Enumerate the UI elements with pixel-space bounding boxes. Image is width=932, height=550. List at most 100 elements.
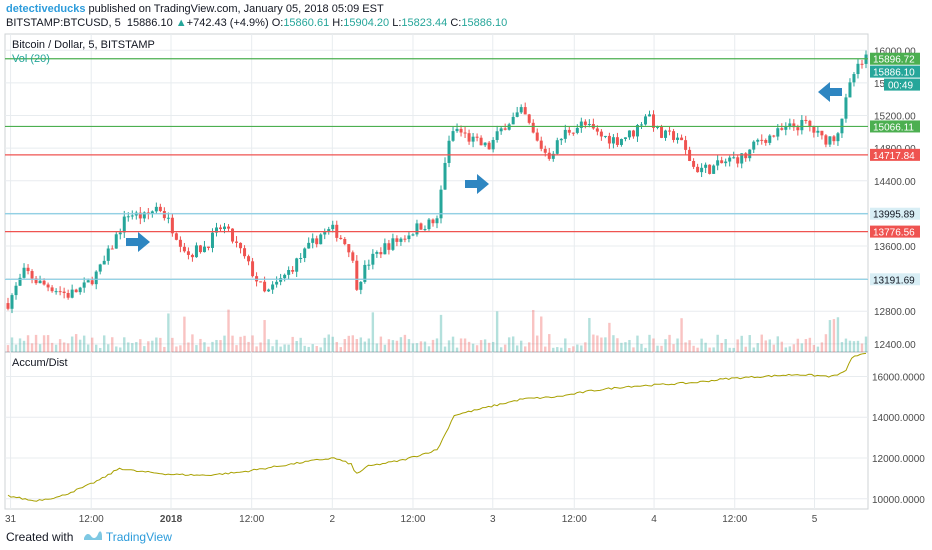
- volume-bar: [864, 336, 868, 352]
- volume-bar: [580, 345, 583, 352]
- price-axis-tick-label: 15200.00: [874, 112, 916, 123]
- volume-bar: [808, 337, 812, 352]
- volume-bar: [828, 320, 832, 352]
- candle-body: [210, 232, 214, 248]
- candle-body: [359, 281, 363, 290]
- candle-body: [363, 264, 367, 282]
- countdown-label: 00:49: [888, 81, 913, 92]
- volume-bar: [624, 342, 627, 352]
- volume-bar: [528, 342, 531, 352]
- time-axis-tick-label: 12:00: [79, 514, 104, 525]
- volume-bar: [776, 336, 779, 352]
- volume-bar: [784, 347, 788, 352]
- volume-bar: [475, 345, 479, 352]
- volume-bar: [399, 337, 403, 352]
- volume-bar: [796, 338, 800, 352]
- volume-bar: [347, 335, 350, 352]
- volume-bar: [423, 341, 427, 352]
- candle-body: [98, 264, 102, 272]
- candle-body: [752, 141, 756, 150]
- volume-bar: [560, 347, 563, 352]
- volume-bar: [34, 334, 38, 352]
- volume-bar: [724, 339, 727, 352]
- candle-body: [744, 153, 748, 159]
- candle-body: [567, 129, 571, 133]
- volume-bar: [564, 338, 567, 352]
- candle-body: [30, 271, 34, 279]
- candle-body: [619, 138, 623, 145]
- candle-body: [736, 157, 740, 164]
- candle-body: [218, 227, 222, 230]
- level-price-tag: [870, 148, 920, 161]
- volume-bar: [832, 319, 836, 352]
- candle-body: [792, 123, 796, 128]
- candle-body: [551, 153, 555, 159]
- candle-body: [323, 231, 327, 235]
- volume-bar: [207, 346, 210, 352]
- candle-body: [575, 127, 579, 133]
- volume-bar: [18, 338, 22, 352]
- candle-body: [635, 125, 639, 137]
- candle-body: [279, 278, 283, 282]
- candle-body: [130, 215, 134, 217]
- ad-axis-tick-label: 12000.0000: [872, 454, 925, 465]
- volume-bar: [628, 339, 631, 352]
- candle-body: [643, 116, 647, 125]
- volume-bar: [848, 340, 852, 352]
- volume-bar: [219, 340, 222, 352]
- volume-bar: [411, 343, 415, 352]
- volume-bar: [267, 339, 270, 352]
- level-price-label: 13191.69: [873, 275, 915, 286]
- candle-body: [511, 116, 515, 125]
- candle-body: [563, 129, 567, 139]
- volume-bar: [231, 335, 234, 352]
- candle-body: [66, 292, 70, 298]
- candle-body: [319, 234, 323, 245]
- candle-body: [788, 123, 792, 127]
- candle-body: [214, 227, 218, 233]
- symbol-label: BITSTAMP:BTCUSD, 5: [6, 17, 121, 29]
- candle-body: [423, 229, 427, 231]
- volume-bar: [744, 346, 747, 352]
- volume-bar: [764, 340, 767, 352]
- candle-body: [523, 107, 527, 115]
- volume-bar: [419, 341, 423, 352]
- tradingview-brand[interactable]: TradingView: [105, 530, 172, 544]
- candle-body: [70, 289, 74, 298]
- volume-bar: [820, 342, 824, 352]
- volume-bar: [824, 334, 828, 352]
- volume-bar: [463, 338, 467, 352]
- candle-body: [106, 248, 110, 261]
- candle-body: [808, 120, 812, 127]
- volume-bar: [351, 335, 355, 352]
- candle-body: [764, 139, 768, 143]
- candle-body: [118, 232, 122, 235]
- volume-bar: [471, 343, 475, 352]
- volume-bar: [660, 345, 663, 352]
- candle-body: [539, 140, 543, 149]
- volume-bar: [22, 340, 26, 352]
- volume-bar: [82, 335, 86, 352]
- candle-body: [471, 136, 475, 142]
- volume-bar: [443, 346, 447, 352]
- volume-bar: [99, 347, 102, 352]
- volume-bar: [644, 347, 647, 352]
- candle-body: [387, 243, 391, 250]
- volume-bar: [363, 341, 367, 352]
- volume-bar: [700, 338, 703, 352]
- volume-bar: [455, 347, 459, 352]
- candle-body: [475, 136, 479, 138]
- time-axis-tick-label: 3: [490, 514, 496, 525]
- candle-body: [848, 82, 852, 98]
- volume-bar: [335, 341, 338, 352]
- candle-body: [772, 135, 776, 137]
- volume-bar: [712, 347, 715, 352]
- candle-body: [223, 226, 227, 230]
- volume-bar: [608, 322, 611, 352]
- candle-body: [158, 206, 162, 212]
- high-value: 15904.20: [343, 17, 390, 29]
- time-axis-tick-label: 12:00: [400, 514, 425, 525]
- candle-body: [479, 137, 483, 146]
- author-link[interactable]: detectiveducks: [6, 3, 86, 15]
- chart-canvas[interactable]: 12400.0012800.0013200.0013600.0014000.00…: [0, 0, 932, 530]
